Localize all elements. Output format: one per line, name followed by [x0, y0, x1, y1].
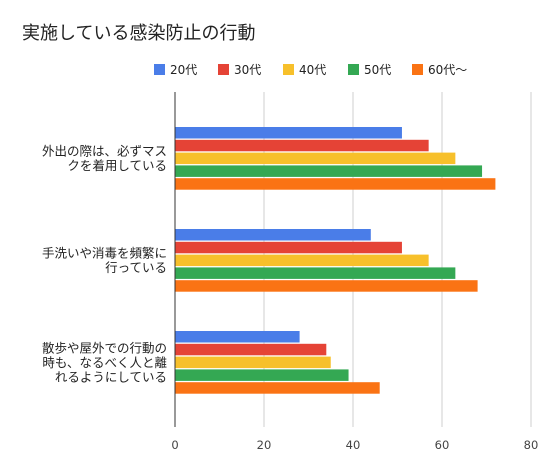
bar — [175, 254, 429, 267]
chart-title: 実施している感染防止の行動 — [22, 23, 255, 44]
bar — [175, 139, 429, 152]
legend-item[interactable]: 40代 — [283, 63, 326, 77]
bar — [175, 127, 402, 139]
bar — [175, 229, 371, 241]
x-axis-ticks: 0 20 40 60 80 — [171, 438, 538, 452]
legend-label: 50代 — [364, 63, 391, 77]
legend-swatch — [154, 64, 165, 75]
legend-item[interactable]: 20代 — [154, 63, 197, 77]
x-tick-label: 80 — [524, 438, 539, 452]
category-labels: 外出の際は、必ずマスクを着用している手洗いや消毒を頻繁に行っている散歩や屋外での… — [42, 144, 168, 385]
legend-label: 20代 — [170, 63, 197, 77]
category-label: 手洗いや消毒を頻繁に行っている — [42, 246, 167, 276]
bar — [175, 356, 331, 369]
legend-swatch — [412, 64, 423, 75]
legend-item[interactable]: 30代 — [218, 63, 261, 77]
category-label: 外出の際は、必ずマスクを着用している — [42, 144, 167, 174]
x-tick-label: 0 — [171, 438, 178, 452]
bar — [175, 382, 380, 394]
bar — [175, 152, 456, 165]
bar — [175, 369, 349, 381]
legend-swatch — [348, 64, 359, 75]
x-tick-label: 60 — [435, 438, 450, 452]
bar — [175, 280, 478, 292]
x-tick-label: 40 — [346, 438, 361, 452]
legend-label: 40代 — [299, 63, 326, 77]
legend-item[interactable]: 50代 — [348, 63, 391, 77]
bars — [175, 127, 496, 394]
bar — [175, 331, 300, 343]
category-label: 散歩や屋外での行動の時も、なるべく人と離れるようにしている — [42, 340, 168, 384]
legend-swatch — [218, 64, 229, 75]
legend-item[interactable]: 60代〜 — [412, 63, 467, 77]
x-tick-label: 20 — [257, 438, 272, 452]
bar — [175, 178, 496, 190]
bar — [175, 343, 327, 356]
bar — [175, 165, 483, 177]
legend-swatch — [283, 64, 294, 75]
legend: 20代 30代 40代 50代 60代〜 — [154, 63, 467, 77]
legend-label: 60代〜 — [428, 63, 467, 77]
legend-label: 30代 — [234, 63, 261, 77]
bar — [175, 267, 456, 279]
bar — [175, 241, 402, 254]
